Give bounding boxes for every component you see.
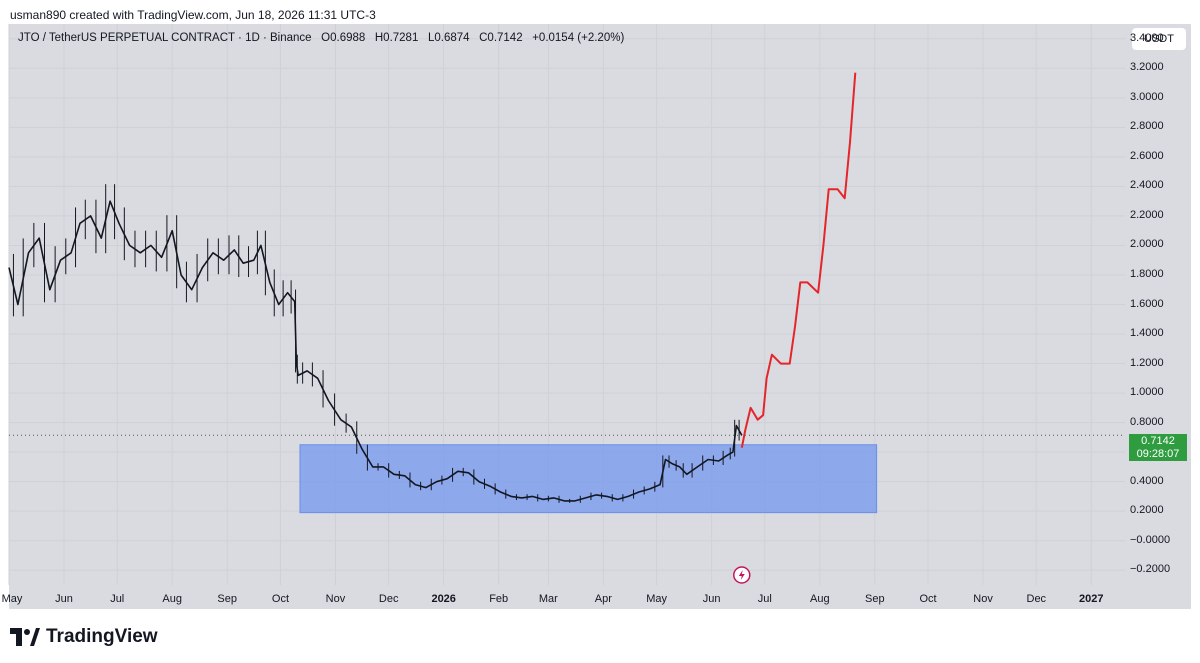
current-price-value: 0.7142 bbox=[1141, 435, 1175, 447]
chart-attribution: usman890 created with TradingView.com, J… bbox=[10, 8, 376, 22]
y-tick-label: 2.2000 bbox=[1130, 208, 1164, 221]
x-tick-label: Nov bbox=[973, 593, 993, 605]
x-tick-label: Aug bbox=[810, 593, 830, 605]
y-tick-label: 2.6000 bbox=[1130, 149, 1164, 162]
y-tick-label: 1.2000 bbox=[1130, 356, 1164, 369]
x-tick-label: Oct bbox=[271, 593, 290, 605]
x-tick-label: Dec bbox=[1026, 593, 1047, 605]
x-tick-label: Jul bbox=[757, 593, 772, 605]
x-tick-label: Jun bbox=[55, 593, 73, 605]
y-tick-label: 2.8000 bbox=[1130, 120, 1164, 133]
y-tick-label: 0.8000 bbox=[1130, 415, 1164, 428]
x-tick-label: May bbox=[646, 593, 667, 605]
high-value: H0.7281 bbox=[374, 32, 419, 44]
y-tick-label: 0.2000 bbox=[1130, 504, 1164, 517]
x-tick-label: Feb bbox=[489, 593, 509, 605]
y-tick-label: 1.0000 bbox=[1130, 386, 1164, 399]
x-tick-label: Dec bbox=[378, 593, 399, 605]
price-series-line bbox=[8, 200, 743, 502]
tradingview-logo-icon bbox=[10, 628, 40, 646]
x-tick-label: May bbox=[1, 593, 23, 605]
open-value: O0.6988 bbox=[321, 32, 366, 44]
x-tick-label: 2026 bbox=[431, 593, 456, 605]
lightning-bolt-icon bbox=[738, 570, 745, 580]
y-tick-label: −0.2000 bbox=[1130, 563, 1171, 576]
change-value: +0.0154 (+2.20%) bbox=[532, 32, 625, 44]
x-tick-label: Oct bbox=[919, 593, 937, 605]
x-tick-label: Sep bbox=[217, 593, 238, 605]
x-tick-label: Aug bbox=[162, 593, 183, 605]
y-tick-label: 3.0000 bbox=[1130, 90, 1164, 103]
x-tick-label: Sep bbox=[865, 593, 885, 605]
x-tick-label: Jul bbox=[110, 593, 125, 605]
symbol-legend: JTO / TetherUS PERPETUAL CONTRACT · 1D ·… bbox=[18, 32, 624, 44]
x-tick-label: Apr bbox=[594, 593, 612, 605]
low-value: L0.6874 bbox=[427, 32, 470, 44]
y-tick-label: 3.4000 bbox=[1130, 31, 1164, 44]
currency-button[interactable]: USDT bbox=[1132, 28, 1186, 50]
tradingview-logo[interactable]: TradingView bbox=[10, 626, 158, 648]
projection-line bbox=[740, 72, 857, 448]
y-tick-label: 2.4000 bbox=[1130, 179, 1164, 192]
y-tick-label: 1.4000 bbox=[1130, 327, 1164, 340]
y-tick-label: 2.0000 bbox=[1130, 238, 1164, 251]
brand-name: TradingView bbox=[46, 626, 158, 647]
x-tick-label: Mar bbox=[538, 593, 558, 605]
y-tick-label: 1.8000 bbox=[1130, 267, 1164, 280]
accumulation-box bbox=[299, 444, 878, 514]
y-tick-label: 1.6000 bbox=[1130, 297, 1164, 310]
close-value: C0.7142 bbox=[479, 32, 523, 44]
y-tick-label: 3.2000 bbox=[1130, 61, 1164, 74]
bar-countdown: 09:28:07 bbox=[1136, 448, 1180, 460]
y-tick-label: 0.4000 bbox=[1130, 474, 1164, 487]
x-tick-label: 2027 bbox=[1079, 593, 1104, 605]
symbol-name[interactable]: JTO / TetherUS PERPETUAL CONTRACT · 1D ·… bbox=[18, 32, 312, 44]
x-tick-label: Nov bbox=[325, 593, 346, 605]
y-tick-label: −0.0000 bbox=[1130, 533, 1171, 546]
x-tick-label: Jun bbox=[702, 593, 721, 605]
current-price-label: 0.7142 09:28:07 bbox=[1129, 434, 1187, 461]
